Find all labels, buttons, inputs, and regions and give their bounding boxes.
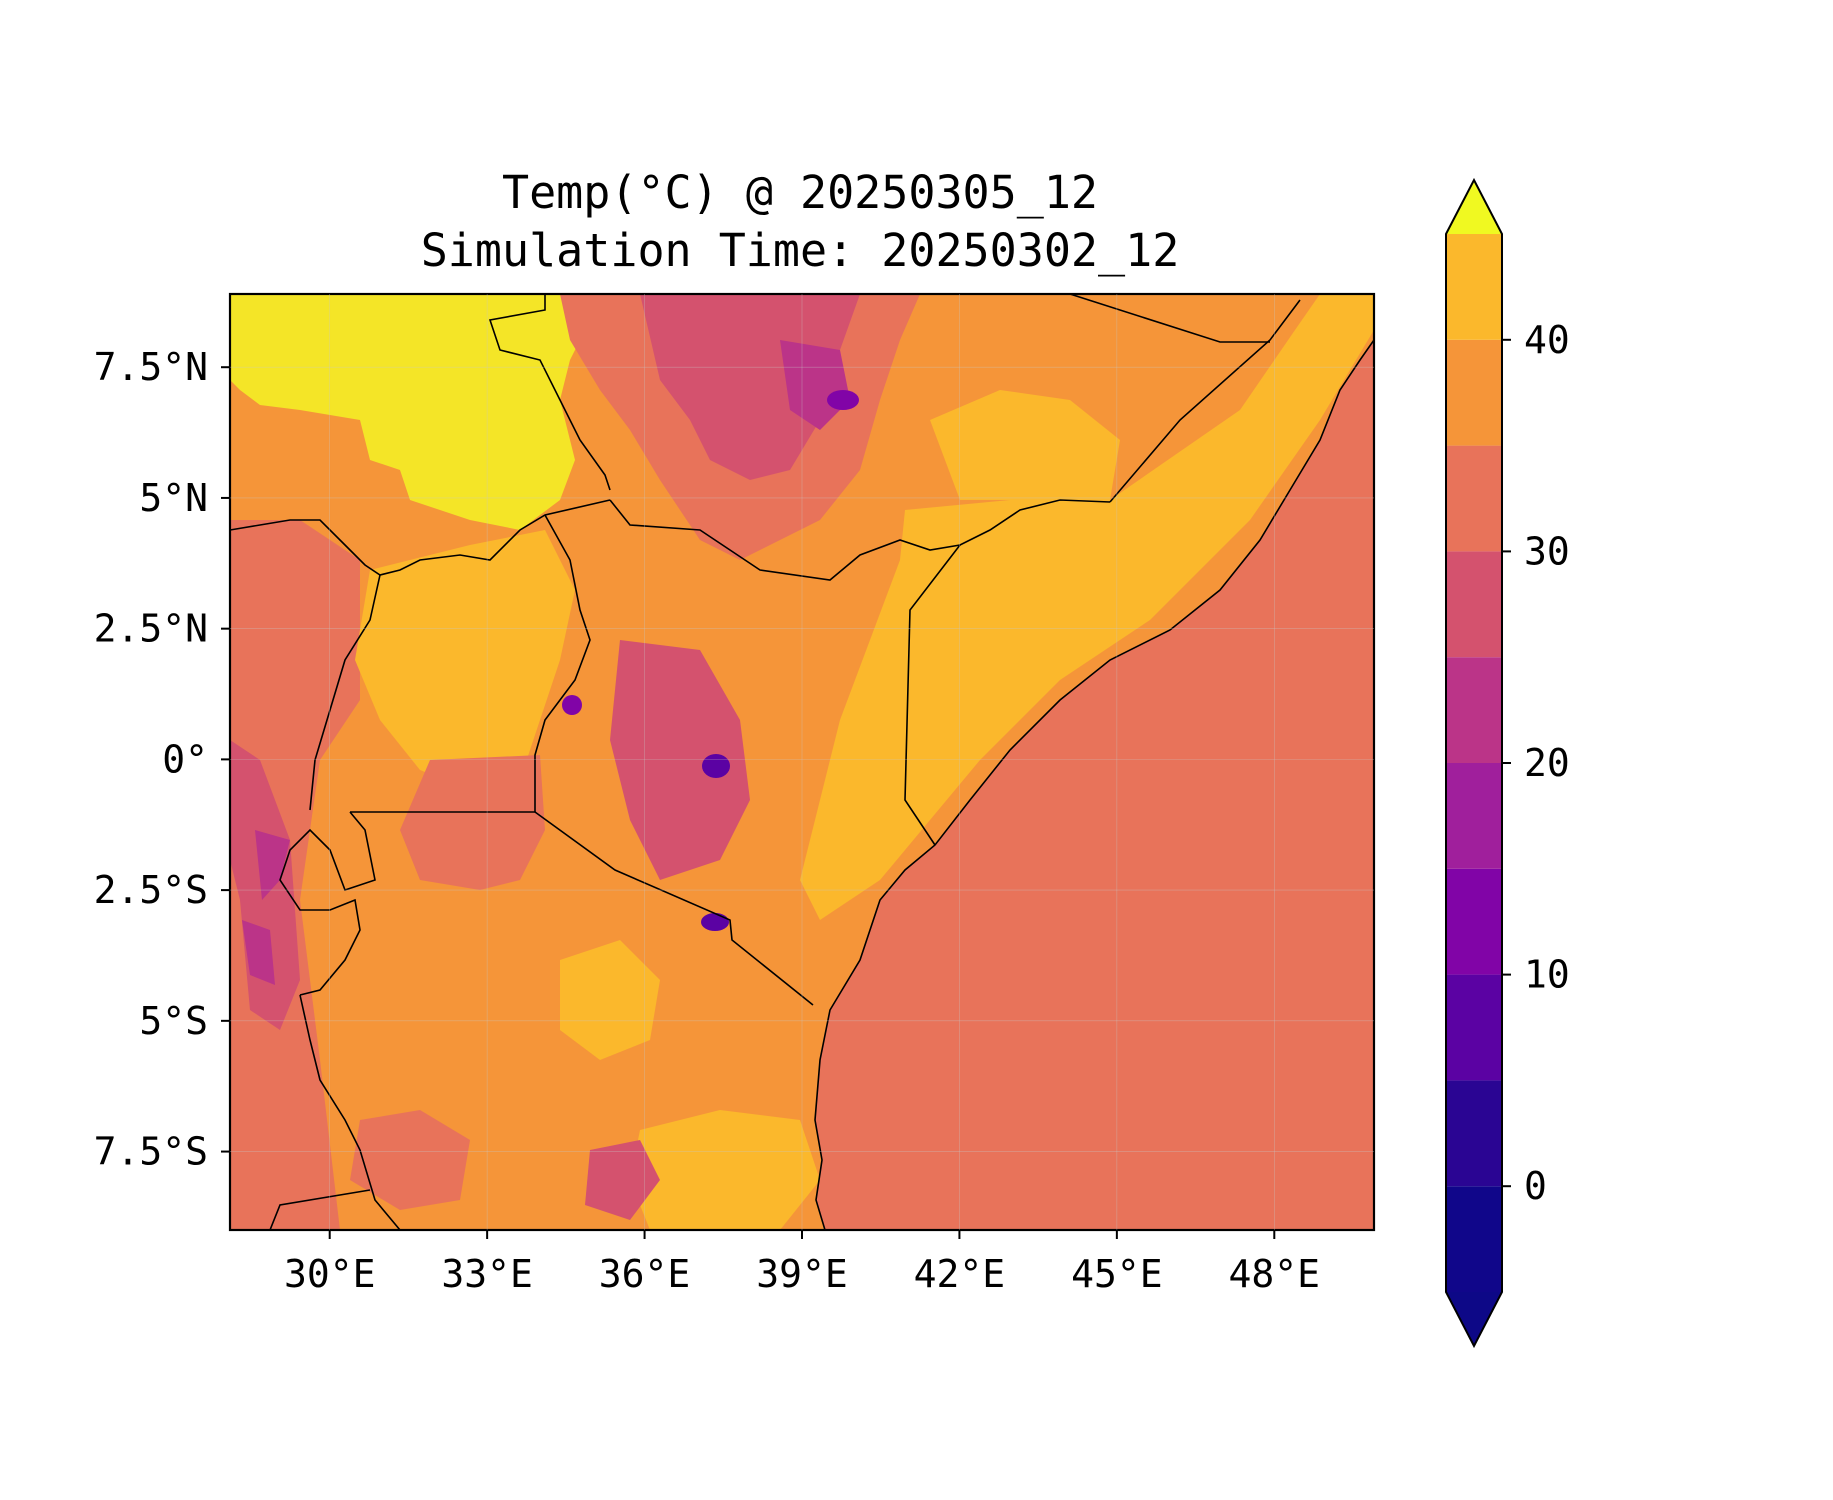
- y-tick-label: 5°S: [139, 999, 208, 1043]
- colorbar-segment: [1446, 339, 1502, 446]
- kenya-rift-zone: [610, 640, 750, 880]
- ethiopia-somalia-border: [1109, 299, 1301, 503]
- ethiopia-kenya-border: [609, 499, 1111, 581]
- colorbar-tick-label: 20: [1524, 741, 1570, 785]
- x-tick-label: 39°E: [756, 1252, 848, 1296]
- x-tick-label: 45°E: [1071, 1252, 1163, 1296]
- kenya-tanzania-border: [534, 811, 814, 1006]
- y-tick-label: 0°: [162, 737, 208, 781]
- map-title: Temp(°C) @ 20250305_12: [501, 166, 1099, 219]
- uganda-kenya-border: [534, 514, 591, 812]
- south-sudan-uganda-border: [230, 499, 611, 576]
- colorbar-over-triangle: [1446, 180, 1502, 234]
- tanzania-cool-zone: [350, 1110, 470, 1210]
- somalia-interior-zone: [800, 294, 1374, 920]
- x-tick-label: 30°E: [284, 1252, 376, 1296]
- tanzania-warm-zone: [560, 940, 660, 1060]
- y-axis: 7.5°N 5°N 2.5°N 0° 2.5°S 5°S 7.5°S: [94, 345, 1374, 1174]
- kenya-somalia-border: [904, 544, 961, 846]
- colorbar-segment: [1446, 763, 1502, 869]
- ethiopia-cool-zone: [640, 294, 860, 480]
- y-tick-label: 2.5°N: [94, 607, 208, 651]
- tanzania-south-zone: [630, 1110, 820, 1230]
- ethiopia-cold-spot: [827, 390, 859, 410]
- x-tick-label: 48°E: [1229, 1252, 1321, 1296]
- map-subtitle: Simulation Time: 20250302_12: [420, 224, 1180, 277]
- kilimanjaro-spot: [701, 913, 729, 931]
- colorbar-segment: [1446, 445, 1502, 552]
- mount-kenya-spot: [702, 754, 730, 778]
- coastline: [814, 339, 1374, 1230]
- ethiopia-somaliland-border: [1069, 294, 1270, 343]
- colorbar-segment: [1446, 974, 1502, 1081]
- y-tick-label: 7.5°S: [94, 1130, 208, 1174]
- zambia-tanzania-border: [269, 1189, 371, 1230]
- uganda-drc-border: [309, 574, 381, 811]
- colorbar-outline: [1445, 177, 1503, 1349]
- y-tick-label: 7.5°N: [94, 345, 208, 389]
- colorbar-tick-label: 0: [1524, 1164, 1547, 1208]
- colorbar: 0 10 20 30 40: [1445, 177, 1570, 1349]
- west-cold-spots: [242, 830, 290, 985]
- colorbar-tick-label: 40: [1524, 318, 1570, 362]
- country-borders: [230, 294, 1374, 1230]
- map-field: [230, 294, 1374, 1230]
- y-tick-label: 2.5°S: [94, 868, 208, 912]
- colorbar-segment: [1446, 868, 1502, 975]
- y-tick-label: 5°N: [139, 476, 208, 520]
- colorbar-segment: [1446, 1080, 1502, 1187]
- colorbar-segment: [1446, 657, 1502, 763]
- x-tick-label: 36°E: [599, 1252, 691, 1296]
- somalia-warm-zone: [930, 390, 1120, 500]
- sudan-ethiopia-border: [488, 294, 611, 491]
- indian-ocean: [815, 340, 1374, 1230]
- rwanda-burundi-border: [279, 811, 376, 996]
- lake-tanganyika-shore: [299, 994, 401, 1230]
- colorbar-segment: [1446, 234, 1502, 340]
- x-tick-label: 33°E: [441, 1252, 533, 1296]
- x-tick-label: 42°E: [914, 1252, 1006, 1296]
- south-sudan-hot-zone: [230, 294, 585, 530]
- tanzania-highland-zone: [585, 1140, 660, 1220]
- colorbar-under-triangle: [1446, 1292, 1502, 1346]
- colorbar-segment: [1446, 1186, 1502, 1292]
- lake-victoria-zone: [400, 755, 545, 890]
- colorbar-tick-label: 30: [1524, 529, 1570, 573]
- elgon-spot: [562, 695, 582, 715]
- west-warm-zone: [230, 520, 360, 1230]
- uganda-zone: [355, 530, 575, 790]
- colorbar-tick-label: 10: [1524, 953, 1570, 997]
- x-axis: 30°E 33°E 36°E 39°E 42°E 45°E 48°E: [284, 294, 1320, 1296]
- colorbar-segment: [1446, 551, 1502, 658]
